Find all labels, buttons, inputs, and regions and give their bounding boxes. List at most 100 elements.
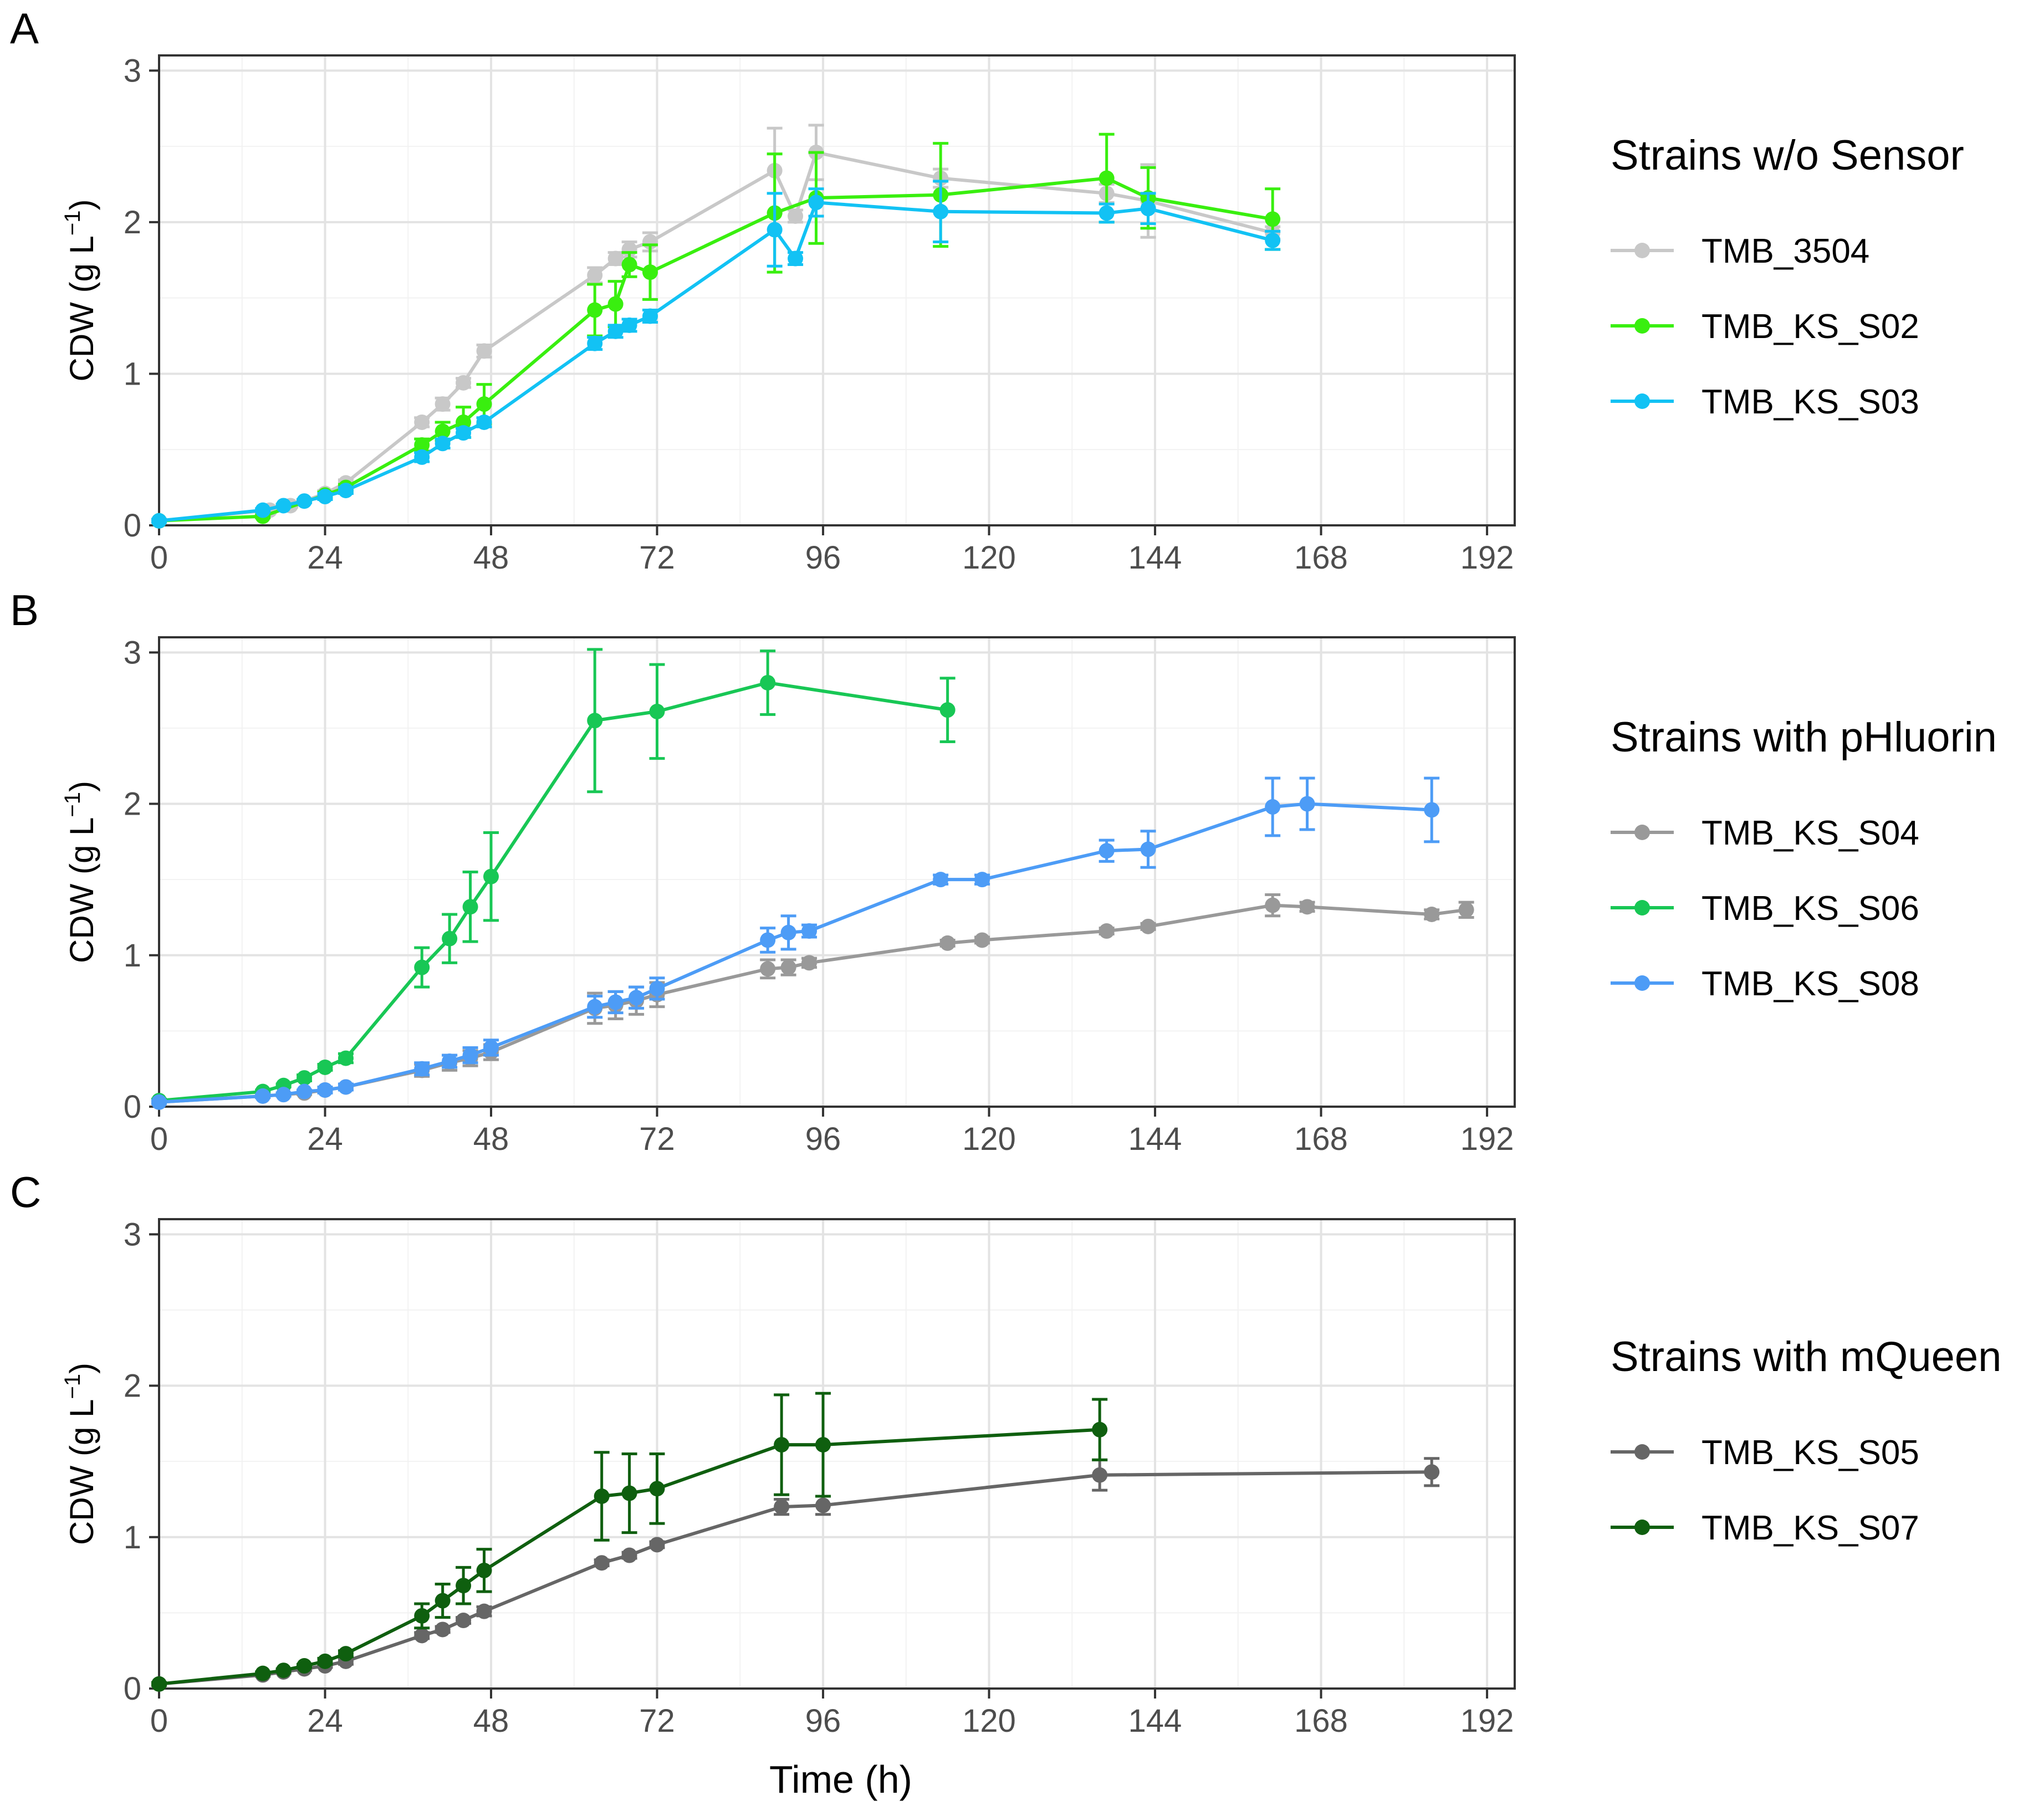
y-tick-label: 2 [124,204,141,241]
x-tick-label: 120 [962,1703,1016,1739]
data-point [594,1555,610,1571]
x-tick-label: 96 [805,1703,841,1739]
panel-border [158,636,1516,1108]
data-point [1265,799,1281,815]
data-point [255,1088,271,1104]
y-tick-label: 1 [124,1520,141,1556]
data-point [587,999,603,1015]
legend-item: TMB_KS_S03 [1611,383,1919,421]
series-tmb-ks-s06 [151,648,955,1109]
data-point [1424,907,1440,923]
data-point [1098,923,1115,939]
data-point [297,1083,313,1099]
legend-key-point [1634,393,1650,409]
y-tick-label: 0 [124,508,141,544]
panel-c: 0 24 48 72 96 120 144 168 192 0 1 2 3 C CDW (g L−1) Str… [10,1168,2001,1739]
data-point [760,674,776,690]
x-tick-label: 72 [639,1703,675,1739]
x-tick-label: 144 [1128,540,1182,576]
legend-title: Strains w/o Sensor [1611,132,1964,179]
data-point [476,343,492,359]
data-point [760,932,776,948]
data-point [476,1562,492,1578]
x-tick-label: 24 [307,1121,343,1157]
data-point [1458,902,1474,918]
data-point [1299,899,1315,915]
data-point [607,250,624,267]
legend-label: TMB_KS_S07 [1701,1509,1919,1547]
data-point [338,483,354,499]
x-tick-label: 168 [1294,540,1348,576]
data-point [642,264,658,280]
y-tick-label: 2 [124,786,141,822]
data-point [435,1621,451,1638]
x-tick-label: 168 [1294,1121,1348,1157]
data-point [649,980,665,996]
legend-key-point [1634,1444,1650,1460]
data-point [607,323,624,339]
data-point [297,1070,313,1086]
data-point [621,317,637,333]
data-point [1424,802,1440,818]
legend: Strains w/o Sensor TMB_3504 TMB_KS_S02 TMB_… [1611,132,1964,421]
data-point [338,1050,354,1066]
data-point [774,1437,790,1453]
y-axis-title-close: ) [63,781,100,792]
panel-border [158,54,1516,526]
panel-border [158,1218,1516,1690]
x-tick-label: 48 [473,1703,509,1739]
data-point [1098,205,1115,221]
data-point [649,703,665,719]
series-tmb-ks-s07 [151,1392,1108,1692]
legend-item: TMB_KS_S02 [1611,308,1919,346]
y-axis-title-main: CDW (g L [63,1399,100,1545]
data-point [587,302,603,318]
data-point [621,1485,637,1501]
panel-b: 0 24 48 72 96 120 144 168 192 0 1 2 3 B CDW (g L−1) Str… [10,586,1997,1157]
x-tick-label: 48 [473,1121,509,1157]
data-point [442,1053,458,1070]
data-point [435,1593,451,1609]
legend-item: TMB_KS_S05 [1611,1434,1919,1472]
legend-key-point [1634,1520,1650,1535]
data-point [317,1082,333,1098]
data-point [607,296,624,312]
legend: Strains with mQueen TMB_KS_S05 TMB_KS_S07 [1611,1333,2001,1547]
data-point [939,702,955,718]
data-point [414,959,430,975]
y-tick-label: 0 [124,1671,141,1707]
panel-letter: C [10,1168,41,1216]
data-point [1265,211,1281,227]
data-point [780,924,796,940]
x-tick-label: 144 [1128,1121,1182,1157]
x-tick-label: 72 [639,540,675,576]
y-axis-title-close: ) [63,199,100,211]
data-point [414,414,430,430]
data-point [774,1499,790,1515]
data-point [1265,897,1281,913]
x-tick-label: 192 [1460,1703,1514,1739]
legend-key-point [1634,318,1650,334]
data-point [435,423,451,439]
y-axis-title-exponent: −1 [60,211,85,236]
data-point [151,513,167,529]
x-tick-label: 72 [639,1121,675,1157]
data-point [1265,232,1281,248]
x-tick-label: 0 [150,1703,168,1739]
data-point [642,308,658,324]
data-point [456,425,472,441]
panel-letter: A [10,4,39,53]
data-point [275,1662,292,1679]
data-point [317,489,333,505]
legend-item: TMB_KS_S07 [1611,1509,1919,1547]
legend-label: TMB_KS_S03 [1701,383,1919,421]
data-point [815,1497,831,1513]
data-point [476,396,492,412]
data-point [649,1481,665,1497]
data-point [255,1665,271,1681]
legend-label: TMB_KS_S02 [1701,308,1919,346]
data-point [462,899,478,915]
data-point [788,208,804,224]
data-point [974,932,990,948]
series-tmb-ks-s03 [151,180,1281,529]
